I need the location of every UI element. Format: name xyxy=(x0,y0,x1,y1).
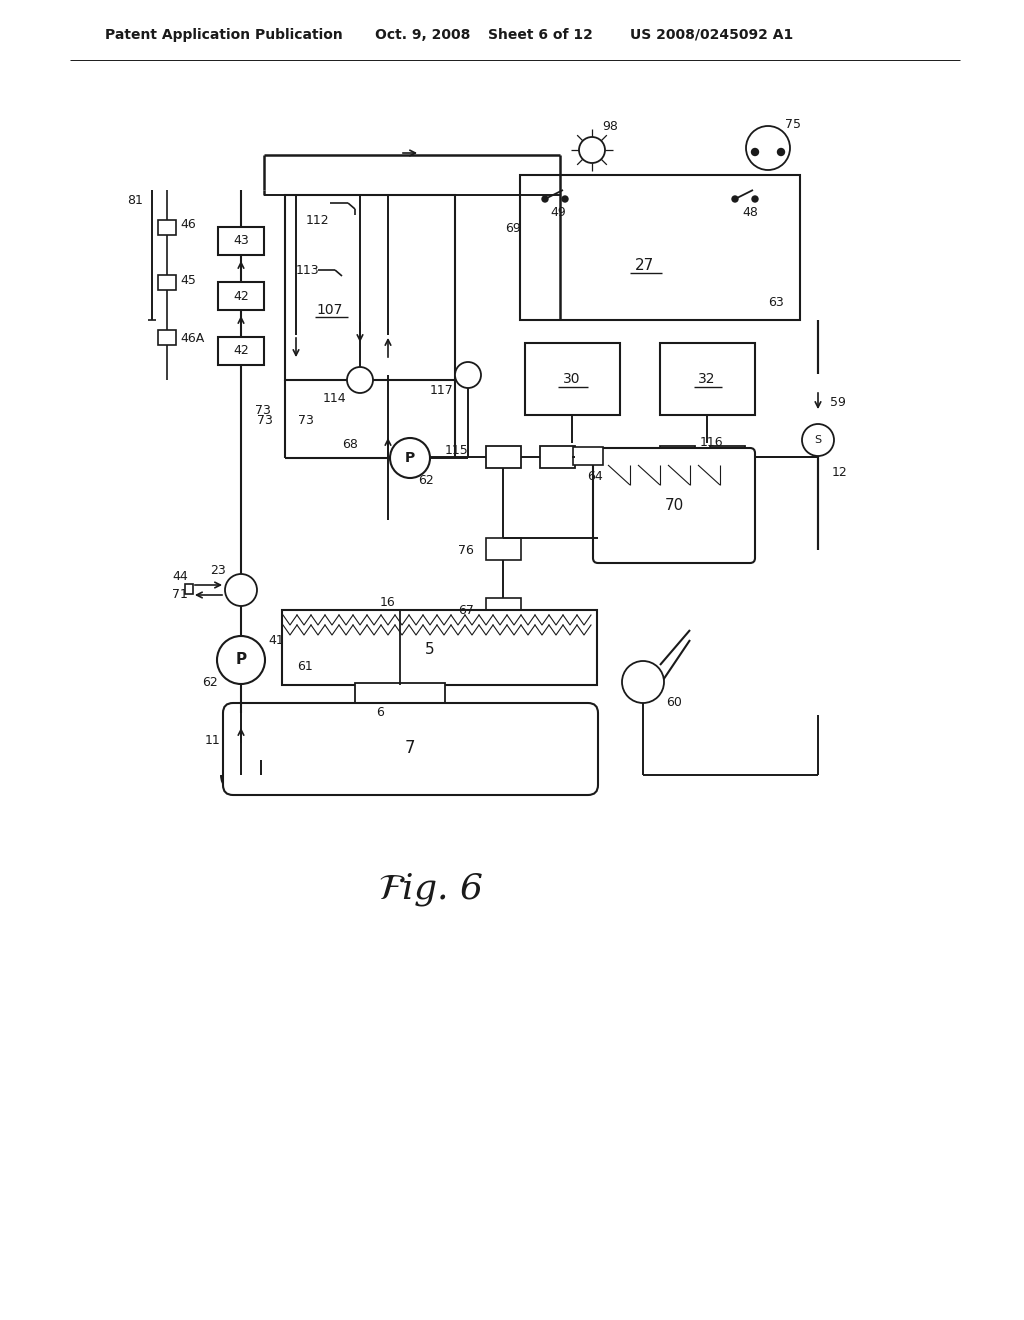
Circle shape xyxy=(777,149,784,156)
Text: 64: 64 xyxy=(587,470,603,483)
Bar xyxy=(525,343,620,414)
Text: 107: 107 xyxy=(316,304,343,317)
Text: 41: 41 xyxy=(268,634,284,647)
Bar xyxy=(486,539,521,560)
Bar xyxy=(486,598,521,620)
Text: $\mathcal{F}$ig. 6: $\mathcal{F}$ig. 6 xyxy=(378,871,482,908)
Circle shape xyxy=(752,195,758,202)
Bar xyxy=(218,227,264,255)
Text: Oct. 9, 2008: Oct. 9, 2008 xyxy=(375,28,470,42)
Text: 71: 71 xyxy=(172,589,188,602)
Text: 43: 43 xyxy=(233,235,249,248)
FancyBboxPatch shape xyxy=(593,447,755,564)
Circle shape xyxy=(752,149,759,156)
Bar xyxy=(486,446,521,469)
Circle shape xyxy=(802,424,834,455)
Text: 30: 30 xyxy=(563,372,581,385)
Text: 98: 98 xyxy=(602,120,617,133)
Text: Patent Application Publication: Patent Application Publication xyxy=(105,28,343,42)
Bar xyxy=(158,330,176,345)
Circle shape xyxy=(347,367,373,393)
Bar xyxy=(218,337,264,366)
Text: 73: 73 xyxy=(255,404,271,417)
Text: 42: 42 xyxy=(233,289,249,302)
Bar xyxy=(158,275,176,290)
Text: 63: 63 xyxy=(768,296,783,309)
Text: 7: 7 xyxy=(404,739,416,756)
Text: 32: 32 xyxy=(698,372,716,385)
Bar xyxy=(185,583,193,594)
Bar xyxy=(158,220,176,235)
Text: Sheet 6 of 12: Sheet 6 of 12 xyxy=(488,28,593,42)
Text: 11: 11 xyxy=(204,734,220,747)
Text: 48: 48 xyxy=(742,206,758,219)
Text: 116: 116 xyxy=(700,436,724,449)
Text: 60: 60 xyxy=(666,696,682,709)
Circle shape xyxy=(579,137,605,162)
Text: 6: 6 xyxy=(376,706,384,719)
Circle shape xyxy=(225,574,257,606)
Bar xyxy=(660,446,695,469)
Bar xyxy=(285,195,455,380)
Text: 46A: 46A xyxy=(180,331,204,345)
Bar xyxy=(660,343,755,414)
Text: 44: 44 xyxy=(172,569,188,582)
Text: 113: 113 xyxy=(296,264,319,276)
Circle shape xyxy=(217,636,265,684)
Bar xyxy=(710,446,745,469)
Text: 27: 27 xyxy=(635,257,654,272)
Text: 73: 73 xyxy=(298,413,314,426)
Text: 75: 75 xyxy=(785,119,801,132)
Circle shape xyxy=(622,661,664,704)
Text: US 2008/0245092 A1: US 2008/0245092 A1 xyxy=(630,28,794,42)
Text: 45: 45 xyxy=(180,273,196,286)
Text: 69: 69 xyxy=(505,222,521,235)
Text: 16: 16 xyxy=(380,595,395,609)
Text: 23: 23 xyxy=(210,564,226,577)
Text: 81: 81 xyxy=(127,194,143,206)
Text: 112: 112 xyxy=(306,214,330,227)
Text: 73: 73 xyxy=(257,413,273,426)
Text: 12: 12 xyxy=(831,466,848,479)
Text: 114: 114 xyxy=(323,392,346,405)
Circle shape xyxy=(732,195,738,202)
Circle shape xyxy=(390,438,430,478)
Bar xyxy=(540,446,575,469)
Text: 115: 115 xyxy=(444,444,468,457)
Bar xyxy=(520,176,800,319)
Bar xyxy=(218,282,264,310)
Text: 42: 42 xyxy=(233,345,249,358)
Circle shape xyxy=(542,195,548,202)
Text: P: P xyxy=(404,451,415,465)
Circle shape xyxy=(455,362,481,388)
Circle shape xyxy=(746,125,790,170)
Text: 46: 46 xyxy=(180,219,196,231)
Text: 117: 117 xyxy=(429,384,453,396)
Circle shape xyxy=(562,195,568,202)
Text: 5: 5 xyxy=(425,643,435,657)
Text: 68: 68 xyxy=(342,438,358,451)
Text: S: S xyxy=(814,436,821,445)
FancyBboxPatch shape xyxy=(223,704,598,795)
Text: 49: 49 xyxy=(550,206,566,219)
Bar xyxy=(355,682,445,705)
Bar xyxy=(573,447,603,465)
Text: 70: 70 xyxy=(665,499,684,513)
Text: 61: 61 xyxy=(297,660,312,673)
Text: 59: 59 xyxy=(830,396,846,408)
Bar xyxy=(282,610,597,685)
Text: 62: 62 xyxy=(418,474,434,487)
Text: 76: 76 xyxy=(458,544,474,557)
Text: 67: 67 xyxy=(458,603,474,616)
Text: P: P xyxy=(236,652,247,668)
Text: 62: 62 xyxy=(203,676,218,689)
